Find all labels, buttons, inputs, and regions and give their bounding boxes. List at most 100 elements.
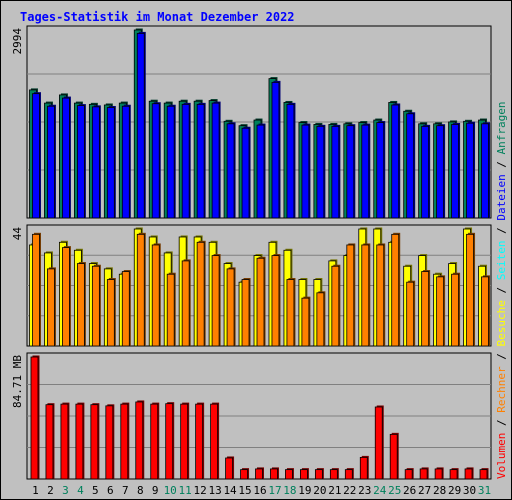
day-label: 11 xyxy=(179,484,192,497)
day-label: 28 xyxy=(433,484,446,497)
bar-dateien-8 xyxy=(136,32,145,219)
bar-dateien-19 xyxy=(301,124,310,219)
ymax-label-visits: 44 xyxy=(11,227,24,241)
bar-rechner-6 xyxy=(106,279,115,347)
legend-item-besuche: Besuche xyxy=(495,300,508,346)
legend-item-rechner: Rechner xyxy=(495,366,508,413)
bar-rechner-16 xyxy=(256,257,265,347)
bar-volumen-26 xyxy=(404,469,413,480)
chart-title: Tages-Statistik im Monat Dezember 2022 xyxy=(20,10,295,24)
bar-dateien-10 xyxy=(166,105,175,219)
bar-rechner-15 xyxy=(241,279,250,347)
bar-rechner-27 xyxy=(421,271,430,347)
bar-volumen-28 xyxy=(434,468,443,480)
bar-volumen-20 xyxy=(314,469,323,480)
ymax-label-requests: 2994 xyxy=(11,28,24,55)
day-label: 14 xyxy=(223,484,237,497)
day-label: 1 xyxy=(32,484,39,497)
bar-rechner-4 xyxy=(76,263,85,347)
legend-separator: / xyxy=(495,221,508,241)
bar-rechner-22 xyxy=(346,244,355,347)
bar-dateien-3 xyxy=(62,97,70,219)
bar-rechner-28 xyxy=(436,276,445,347)
bar-rechner-25 xyxy=(391,233,400,347)
bar-dateien-7 xyxy=(121,105,130,219)
day-label: 16 xyxy=(253,484,266,497)
day-label: 20 xyxy=(313,484,326,497)
bar-volumen-14 xyxy=(225,457,233,480)
bar-dateien-25 xyxy=(391,104,400,219)
bar-dateien-6 xyxy=(106,107,115,219)
bar-rechner-2 xyxy=(47,268,55,347)
legend-separator: / xyxy=(495,280,508,300)
day-label: 29 xyxy=(448,484,461,497)
bar-rechner-13 xyxy=(211,255,220,347)
day-label: 3 xyxy=(62,484,69,497)
day-label: 2 xyxy=(47,484,54,497)
bar-volumen-1 xyxy=(30,356,39,480)
day-label: 12 xyxy=(194,484,207,497)
bar-rechner-11 xyxy=(181,260,190,347)
bar-volumen-15 xyxy=(240,469,248,480)
bar-rechner-24 xyxy=(376,244,385,347)
day-label: 31 xyxy=(478,484,491,497)
bar-rechner-29 xyxy=(451,273,459,347)
bar-volumen-12 xyxy=(195,403,204,480)
bar-dateien-24 xyxy=(376,122,385,219)
bar-rechner-20 xyxy=(316,292,325,347)
bar-volumen-19 xyxy=(300,469,308,480)
day-label: 18 xyxy=(283,484,296,497)
bar-dateien-18 xyxy=(286,103,295,219)
ymax-label-volume: 84.71 MB xyxy=(11,355,24,408)
day-label: 17 xyxy=(268,484,281,497)
day-label: 26 xyxy=(403,484,416,497)
bar-volumen-17 xyxy=(270,468,278,480)
bar-rechner-18 xyxy=(286,279,295,347)
bar-rechner-23 xyxy=(361,244,370,347)
legend-item-seiten: Seiten xyxy=(495,241,508,281)
bar-volumen-13 xyxy=(210,403,218,480)
bar-rechner-1 xyxy=(32,233,40,347)
panel-requests: 2994 xyxy=(11,25,492,219)
bar-volumen-10 xyxy=(165,403,174,480)
day-label: 19 xyxy=(298,484,311,497)
bar-dateien-28 xyxy=(436,125,445,219)
bar-volumen-9 xyxy=(150,403,159,480)
day-label: 23 xyxy=(358,484,371,497)
bar-dateien-14 xyxy=(226,123,235,219)
day-label: 22 xyxy=(343,484,356,497)
bar-volumen-21 xyxy=(329,469,338,480)
day-label: 21 xyxy=(328,484,341,497)
bar-dateien-31 xyxy=(481,123,489,219)
day-label: 15 xyxy=(238,484,251,497)
bar-dateien-29 xyxy=(451,124,459,219)
legend-item-dateien: Dateien xyxy=(495,174,508,220)
bar-rechner-5 xyxy=(91,265,100,347)
day-label: 24 xyxy=(373,484,387,497)
bar-volumen-29 xyxy=(449,469,458,480)
day-label: 8 xyxy=(137,484,144,497)
bar-dateien-16 xyxy=(256,124,265,219)
legend-item-volumen: Volumen xyxy=(495,433,508,479)
bar-volumen-11 xyxy=(180,403,189,480)
bar-rechner-8 xyxy=(136,233,145,347)
bar-dateien-17 xyxy=(271,81,280,219)
bar-dateien-22 xyxy=(346,125,355,219)
day-labels: 1 2 3 4 5 6 7 8 9 10 11 12 13 14 15 16 17 18 19 20 21 22 23 24 2… xyxy=(32,484,491,497)
bar-volumen-8 xyxy=(135,401,144,480)
bar-rechner-3 xyxy=(62,247,70,347)
bar-dateien-30 xyxy=(466,122,474,219)
bar-rechner-12 xyxy=(196,241,205,347)
legend-item-anfragen: Anfragen xyxy=(495,101,508,154)
bar-volumen-30 xyxy=(464,468,473,480)
bar-rechner-21 xyxy=(331,265,340,347)
bar-volumen-18 xyxy=(285,469,293,480)
bar-rechner-7 xyxy=(121,271,130,347)
bar-rechner-30 xyxy=(466,233,474,347)
bar-rechner-9 xyxy=(151,244,160,347)
bar-dateien-1 xyxy=(32,93,40,219)
bar-volumen-16 xyxy=(255,468,263,480)
bar-dateien-12 xyxy=(196,103,205,219)
day-label: 30 xyxy=(463,484,476,497)
day-label: 27 xyxy=(418,484,431,497)
